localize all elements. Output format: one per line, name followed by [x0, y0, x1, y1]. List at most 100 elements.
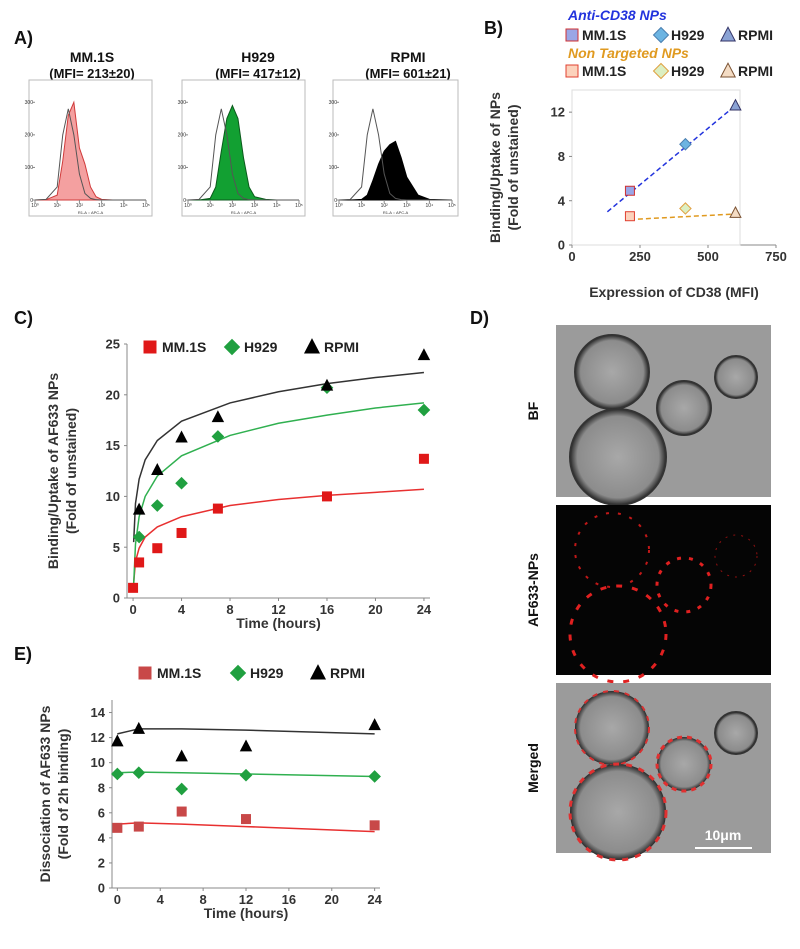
legend-label: RPMI: [738, 27, 773, 43]
legend-group-title: Non Targeted NPs: [568, 45, 689, 61]
y-tick-label: 300: [25, 100, 34, 106]
x-tick-label: 0: [114, 892, 121, 907]
y-tick-label: 20: [106, 387, 120, 402]
legend-label: MM.1S: [582, 27, 626, 43]
x-tick-label: 10²: [381, 203, 389, 209]
marker-square: [128, 582, 139, 593]
panel-label: E): [14, 644, 32, 664]
y-tick-label: 12: [551, 105, 565, 120]
x-tick-label: 12: [271, 602, 285, 617]
x-tick-label: 20: [325, 892, 339, 907]
y-tick-label: 5: [113, 540, 120, 555]
legend-label: H929: [250, 665, 284, 681]
x-tick-label: 10¹: [207, 203, 215, 209]
marker-square: [143, 340, 157, 354]
marker-square: [133, 821, 144, 832]
legend-label: RPMI: [330, 665, 365, 681]
x-tick-label: 10⁵: [295, 203, 303, 209]
marker-triangle: [175, 430, 188, 443]
histogram-subtitle: (MFI= 213±20): [49, 66, 135, 81]
marker-diamond: [239, 768, 253, 782]
x-tick-label: 4: [157, 892, 165, 907]
x-axis-title: R1-A :: APC-A: [383, 210, 409, 215]
marker-triangle: [132, 721, 146, 734]
y-tick-label: 0: [98, 881, 105, 896]
marker-square: [624, 211, 635, 222]
marker-diamond: [679, 137, 692, 151]
histogram-area: [34, 108, 146, 201]
marker-square: [152, 543, 163, 554]
marker-triangle: [132, 502, 146, 515]
x-axis-title: Time (hours): [236, 615, 321, 631]
histogram-area: [338, 108, 452, 201]
y-axis-title: (Fold of 2h binding): [55, 729, 71, 860]
y-tick-label: 15: [106, 438, 120, 453]
marker-triangle: [729, 98, 742, 111]
marker-triangle: [239, 739, 253, 752]
x-tick-label: 8: [200, 892, 207, 907]
trend-line: [117, 771, 375, 778]
x-tick-label: 10⁰: [31, 203, 39, 209]
marker-square: [565, 64, 579, 78]
marker-diamond: [368, 770, 381, 783]
y-tick-label: 4: [98, 830, 106, 845]
histogram-subtitle: (MFI= 601±21): [365, 66, 451, 81]
legend-label: H929: [671, 27, 705, 43]
y-tick-label: 12: [91, 730, 105, 745]
plot-frame: [571, 89, 741, 246]
x-tick-label: 500: [697, 249, 719, 264]
x-tick-label: 8: [226, 602, 233, 617]
x-tick-label: 10⁵: [448, 203, 456, 209]
marker-triangle: [309, 664, 327, 680]
y-axis-title: Dissociation of AF633 NPs: [37, 705, 53, 882]
x-tick-label: 24: [367, 892, 382, 907]
marker-diamond: [132, 530, 146, 544]
marker-square: [212, 503, 223, 514]
legend-label: MM.1S: [582, 63, 626, 79]
marker-diamond: [652, 62, 670, 80]
micrograph-merged: [556, 683, 771, 862]
panel-label: C): [14, 308, 33, 328]
marker-square: [369, 820, 380, 831]
marker-square: [321, 491, 332, 502]
y-tick-label: 200: [329, 133, 338, 139]
marker-triangle: [111, 734, 124, 747]
x-tick-label: 12: [239, 892, 253, 907]
trend-line: [132, 371, 425, 543]
marker-diamond: [211, 430, 225, 443]
y-tick-label: 8: [98, 780, 105, 795]
x-axis-title: R1-A :: APC-A: [78, 210, 104, 215]
x-tick-label: 10⁰: [335, 203, 343, 209]
marker-diamond: [652, 26, 670, 44]
trend-line: [132, 402, 425, 585]
x-tick-label: 10³: [251, 203, 259, 209]
panel-label: D): [470, 308, 489, 328]
marker-triangle: [368, 718, 381, 731]
legend-label: H929: [671, 63, 705, 79]
y-tick-label: 25: [106, 337, 120, 352]
marker-diamond: [679, 202, 692, 215]
marker-diamond: [132, 766, 146, 780]
y-tick-label: 4: [558, 193, 566, 208]
marker-square: [134, 557, 145, 568]
y-tick-label: 100: [329, 165, 338, 171]
x-tick-label: 10⁴: [426, 203, 434, 209]
y-tick-label: 10: [106, 489, 120, 504]
y-tick-label: 0: [113, 591, 120, 606]
marker-diamond: [175, 476, 188, 490]
marker-square: [176, 806, 187, 817]
marker-triangle: [151, 463, 164, 475]
marker-diamond: [223, 338, 241, 356]
x-tick-label: 750: [765, 249, 787, 264]
x-tick-label: 10³: [98, 203, 106, 209]
micrograph-af633: [556, 505, 771, 684]
legend-label: H929: [244, 339, 278, 355]
marker-square: [112, 822, 123, 833]
image-label: Merged: [525, 743, 541, 793]
x-tick-label: 24: [417, 602, 432, 617]
trend-line: [132, 488, 424, 583]
y-tick-label: 300: [329, 100, 338, 106]
histogram-area: [339, 140, 453, 201]
histogram-area: [187, 108, 299, 201]
